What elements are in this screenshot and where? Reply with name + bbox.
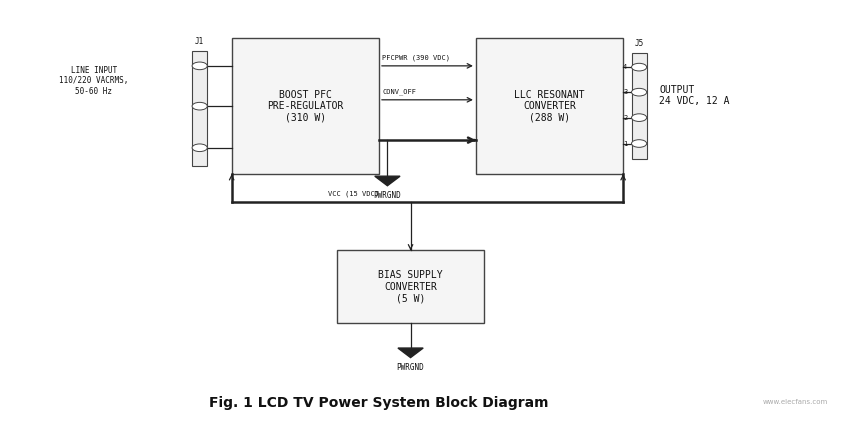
Text: PWRGND: PWRGND xyxy=(374,191,401,200)
Text: 1: 1 xyxy=(623,141,627,146)
Bar xyxy=(337,250,484,323)
Text: LINE INPUT
110/220 VACRMS,
50-60 Hz: LINE INPUT 110/220 VACRMS, 50-60 Hz xyxy=(59,66,129,96)
Text: 2: 2 xyxy=(623,115,627,121)
Bar xyxy=(232,38,379,174)
Text: CONV_OFF: CONV_OFF xyxy=(382,88,417,95)
Text: J1: J1 xyxy=(195,37,204,46)
Text: BOOST PFC
PRE-REGULATOR
(310 W): BOOST PFC PRE-REGULATOR (310 W) xyxy=(267,90,344,123)
Circle shape xyxy=(192,62,207,70)
Circle shape xyxy=(631,88,647,96)
Text: 3: 3 xyxy=(623,89,627,95)
Circle shape xyxy=(192,144,207,152)
Text: VCC (15 VDC): VCC (15 VDC) xyxy=(328,191,380,197)
Bar xyxy=(192,51,207,165)
Text: J5: J5 xyxy=(635,39,643,48)
Bar xyxy=(476,38,623,174)
Text: BIAS SUPPLY
CONVERTER
(5 W): BIAS SUPPLY CONVERTER (5 W) xyxy=(378,270,443,303)
Text: LLC RESONANT
CONVERTER
(288 W): LLC RESONANT CONVERTER (288 W) xyxy=(515,90,585,123)
Text: Fig. 1 LCD TV Power System Block Diagram: Fig. 1 LCD TV Power System Block Diagram xyxy=(210,396,549,410)
Polygon shape xyxy=(398,348,423,358)
Circle shape xyxy=(631,140,647,147)
Circle shape xyxy=(631,63,647,71)
Text: PWRGND: PWRGND xyxy=(397,363,424,372)
Circle shape xyxy=(631,114,647,121)
Text: 4: 4 xyxy=(623,64,627,70)
Polygon shape xyxy=(375,176,400,186)
Text: www.elecfans.com: www.elecfans.com xyxy=(763,399,828,405)
Circle shape xyxy=(192,102,207,110)
Text: OUTPUT
24 VDC, 12 A: OUTPUT 24 VDC, 12 A xyxy=(660,85,730,107)
Bar xyxy=(631,53,647,159)
Text: PFCPWR (390 VDC): PFCPWR (390 VDC) xyxy=(382,54,450,61)
